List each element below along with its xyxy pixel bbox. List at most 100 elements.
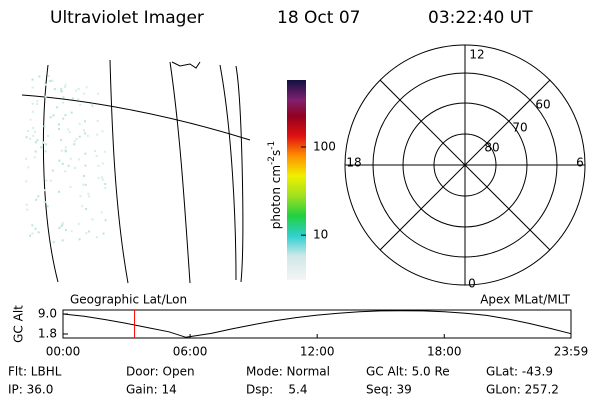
emission-dot (78, 122, 81, 125)
emission-dot (86, 134, 89, 137)
emission-dot (61, 222, 64, 225)
emission-dot (101, 178, 104, 181)
emission-dot (61, 239, 64, 242)
emission-dot (35, 103, 38, 105)
emission-dot (25, 180, 28, 183)
colorbar (287, 80, 306, 280)
emission-dot (64, 83, 67, 86)
emission-dot (26, 208, 29, 211)
emission-dot (34, 130, 36, 133)
image-panel (21, 59, 251, 284)
emission-dot (82, 183, 85, 186)
y-axis-label: GC Alt (12, 305, 26, 343)
emission-dot (43, 189, 46, 192)
lat-label: 80 (484, 141, 499, 155)
emission-dot (97, 92, 99, 95)
emission-dot (84, 164, 87, 167)
emission-dot (74, 166, 77, 169)
x-tick-label: 23:59 (554, 345, 589, 359)
status-field: GC Alt: 5.0 Re (366, 365, 450, 379)
emission-dot (97, 176, 100, 179)
emission-dot (46, 205, 49, 208)
emission-dot (104, 187, 107, 189)
emission-dot (60, 90, 63, 93)
coast (171, 61, 201, 69)
emission-dot (25, 157, 27, 160)
colorbar-tick-label: 100 (313, 139, 336, 153)
emission-dot (91, 105, 94, 108)
status-field: Flt: LBHL (8, 365, 62, 379)
emission-dot (58, 190, 60, 193)
emission-dot (49, 179, 52, 182)
annotation: Apex MLat/MLT (480, 293, 570, 307)
emission-dot (96, 120, 99, 122)
emission-dot (42, 141, 45, 144)
colorbar-label-part: -2 (267, 156, 277, 165)
colorbar-ticks: 10 100 (301, 139, 336, 242)
emission-dot (85, 86, 88, 89)
emission-dot (84, 152, 87, 155)
emission-dot (29, 137, 32, 140)
emission-dot (29, 234, 31, 237)
colorbar-label-part: photon cm (269, 165, 283, 229)
colorbar-tick-label: 10 (313, 228, 328, 242)
lat-label: 60 (535, 98, 550, 112)
emission-dot (52, 114, 55, 117)
time: 03:22:40 UT (428, 8, 533, 28)
status-field: IP: 36.0 (8, 383, 53, 397)
emission-dot (34, 150, 37, 153)
emission-dot (70, 111, 73, 114)
emission-dot (36, 100, 39, 102)
emission-dot (26, 130, 29, 132)
emission-dot (104, 219, 107, 222)
emission-dot (51, 169, 54, 172)
orbit-plot: 1.8 9.0 00:00 06:00 12:00 18:00 23:59 GC Alt Geo… (12, 293, 589, 359)
emission-dot (27, 166, 30, 169)
colorbar-label: photon cm-2s-1 (267, 141, 283, 230)
emission-dot (91, 218, 94, 221)
emission-dot (103, 150, 106, 153)
status-field: Dsp: 5.4 (246, 383, 308, 397)
emission-dot (67, 128, 70, 131)
emission-dot (62, 96, 65, 99)
x-tick-label: 00:00 (46, 345, 81, 359)
emission-dot (67, 164, 70, 167)
emission-dot (45, 179, 48, 182)
emission-dot (32, 126, 35, 129)
emission-dot (31, 232, 34, 235)
emission-dot (33, 156, 36, 159)
emission-dot (49, 80, 52, 82)
emission-dot (64, 146, 67, 149)
emission-dot (43, 200, 46, 203)
emission-dot (83, 129, 85, 132)
y-tick-label: 9.0 (38, 307, 57, 321)
x-tick-label: 06:00 (173, 345, 208, 359)
emission-dot (45, 143, 48, 146)
emission-dot (51, 79, 54, 82)
status-field: Seq: 39 (366, 383, 412, 397)
emission-dot (34, 227, 37, 230)
lon-line (219, 64, 237, 281)
emission-dot (88, 230, 90, 233)
emission-dot (101, 130, 104, 133)
plot-frame (62, 309, 572, 339)
emission-dot (43, 125, 46, 128)
emission-dot (61, 162, 64, 165)
mlt-label: 0 (468, 277, 476, 291)
emission-dot (69, 157, 72, 160)
emission-dot (47, 135, 50, 137)
emission-dot (62, 101, 64, 104)
emission-dot (61, 149, 64, 152)
emission-dot (102, 232, 105, 235)
emission-dot (64, 85, 67, 88)
status-field: GLat: -43.9 (486, 365, 553, 379)
emission-dot (57, 123, 60, 126)
title: Ultraviolet Imager (50, 8, 204, 28)
meridian (379, 79, 551, 251)
emission-dot (35, 198, 38, 201)
x-tick-label: 12:00 (300, 345, 335, 359)
emission-dot (68, 131, 71, 134)
emission-dot (32, 134, 35, 137)
emission-dot (58, 227, 61, 229)
emission-dot (73, 143, 76, 146)
